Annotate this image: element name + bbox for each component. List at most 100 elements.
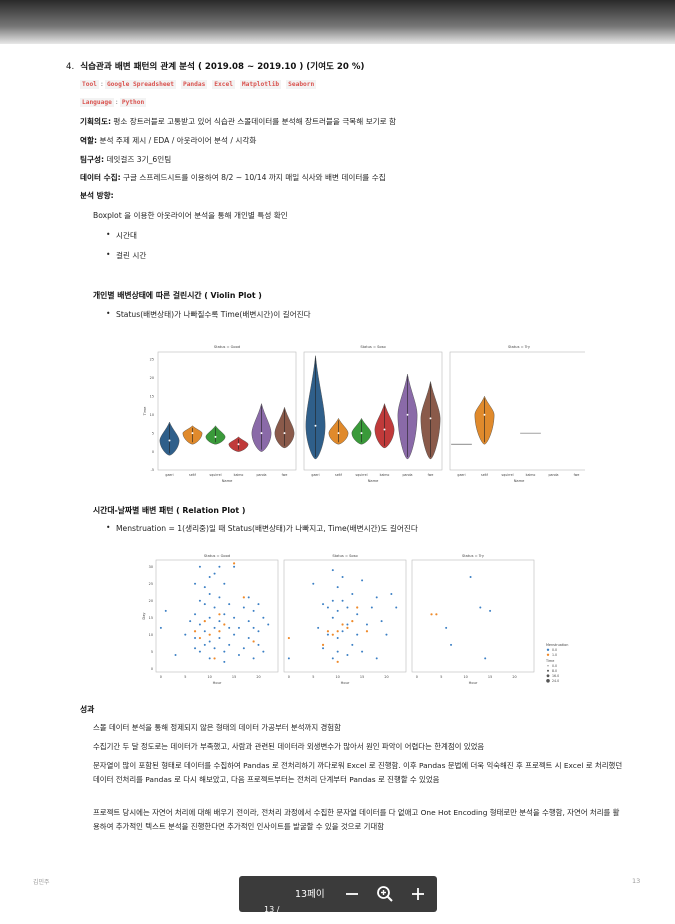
tool-tag: Excel: [212, 80, 235, 89]
scatter-point-menstruation-0: [331, 657, 334, 660]
scatter-legend-label: 24.0: [552, 679, 559, 683]
scatter-legend-title: Menstruation: [546, 643, 568, 647]
scatter-point-menstruation-1: [331, 633, 334, 636]
violin-x-tick: kaimo: [234, 473, 244, 477]
scatter-point-menstruation-0: [356, 633, 359, 636]
results-paragraph: 프로젝트 당시에는 자연어 처리에 대해 배우기 전이라, 전처리 과정에서 수…: [93, 808, 620, 831]
scatter-point-menstruation-0: [361, 650, 364, 653]
field-direction: 분석 방향:: [80, 191, 114, 200]
scatter-x-tick: 10: [336, 675, 340, 679]
scatter-point-menstruation-1: [218, 630, 221, 633]
scatter-x-tick: 20: [256, 675, 260, 679]
scatter-point-menstruation-1: [326, 630, 330, 633]
scatter-point-menstruation-1: [430, 613, 433, 616]
scatter-x-tick: 15: [488, 675, 492, 679]
scatter-point-menstruation-0: [203, 643, 206, 646]
scatter-point-menstruation-0: [218, 596, 221, 599]
scatter-point-menstruation-1: [351, 619, 354, 623]
relation-section-bullet: Menstruation = 1(생리중)일 때 Status(배변상태)가 나…: [106, 523, 418, 534]
violin-median-point: [360, 432, 363, 435]
direction-text: Boxplot 을 이용한 아웃라이어 분석을 통해 개인별 특성 확인: [93, 211, 288, 220]
scatter-panel-title: Status = Soso: [332, 554, 357, 558]
violin-y-tick: 25: [150, 358, 154, 362]
violin-median-point: [483, 413, 486, 416]
scatter-point-menstruation-0: [346, 606, 349, 609]
violin-x-tick: fwe: [428, 473, 434, 477]
scatter-point-menstruation-0: [336, 609, 339, 612]
violin-median-point: [337, 432, 340, 435]
tool-line: Tool : Google Spreadsheet Pandas Excel M…: [80, 80, 317, 89]
violin-median-point: [168, 439, 171, 442]
violin-x-tick: gaeri: [457, 473, 465, 477]
scatter-point-menstruation-0: [198, 650, 201, 653]
scatter-point-menstruation-0: [203, 586, 206, 589]
scatter-point-menstruation-0: [267, 623, 270, 626]
scatter-point-menstruation-0: [287, 657, 290, 660]
scatter-point-menstruation-0: [228, 603, 231, 606]
field-role: 역할: 분석 주제 제시 / EDA / 아웃라이어 분석 / 시각화: [80, 136, 257, 145]
tool-tag: Google Spreadsheet: [104, 80, 176, 89]
violin-median-point: [260, 432, 263, 435]
scatter-point-menstruation-0: [247, 620, 250, 623]
scatter-legend-label: 0.0: [552, 648, 557, 652]
violin-median-point: [429, 417, 432, 420]
violin-x-tick: seltf: [481, 473, 489, 477]
tool-tag: Seaborn: [286, 80, 317, 89]
scatter-point-menstruation-0: [218, 637, 221, 640]
scatter-point-menstruation-0: [228, 643, 231, 646]
scatter-point-menstruation-0: [484, 657, 487, 660]
scatter-legend-label: 16.0: [552, 674, 559, 678]
relation-section-title: 시간대-날짜별 배변 패턴 ( Relation Plot ): [93, 506, 246, 515]
scatter-point-menstruation-1: [218, 613, 221, 616]
zoom-out-button[interactable]: [342, 884, 362, 904]
violin-x-tick: squirrel: [356, 473, 368, 477]
scatter-point-menstruation-0: [164, 609, 167, 612]
violin-y-tick: 15: [150, 394, 154, 398]
violin-x-tick: panda: [549, 473, 559, 477]
page-indicator[interactable]: 13페이: [295, 889, 325, 900]
field-purpose: 기획의도: 평소 장트러블로 고통받고 있어 식습관 스몰데이터를 분석해 장트…: [80, 117, 397, 126]
scatter-legend-size-marker: [547, 665, 549, 667]
scatter-point-menstruation-0: [341, 575, 344, 578]
scatter-point-menstruation-0: [233, 633, 236, 636]
zoom-in-button[interactable]: [408, 884, 428, 904]
violin-y-tick: 5: [152, 431, 154, 435]
direction-bullet: 시간대: [106, 230, 137, 241]
scatter-point-menstruation-0: [198, 599, 201, 602]
violin-x-tick: seltf: [189, 473, 197, 477]
scatter-x-tick: 0: [288, 675, 290, 679]
violin-x-tick: panda: [257, 473, 267, 477]
scatter-point-menstruation-0: [203, 603, 206, 606]
scatter-panel-title: Status = Good: [204, 554, 230, 558]
scatter-point-menstruation-0: [341, 630, 344, 633]
direction-bullet: 걸린 시간: [106, 250, 146, 261]
scatter-point-menstruation-1: [223, 623, 226, 626]
scatter-point-menstruation-0: [228, 626, 231, 629]
violin-median-point: [237, 443, 240, 446]
results-paragraph: 수집기간 두 달 정도로는 데이터가 부족했고, 사람과 관련된 데이터라 외생…: [93, 742, 485, 751]
scatter-point-menstruation-0: [174, 654, 177, 657]
scatter-point-menstruation-1: [435, 613, 438, 616]
scatter-point-menstruation-0: [247, 637, 250, 640]
scatter-point-menstruation-0: [194, 613, 197, 616]
scatter-point-menstruation-0: [317, 626, 320, 629]
scatter-point-menstruation-0: [445, 626, 448, 629]
scatter-point-menstruation-1: [356, 606, 359, 609]
language-tag: Python: [119, 98, 147, 107]
scatter-point-menstruation-0: [351, 643, 354, 646]
scatter-point-menstruation-0: [322, 603, 325, 606]
violin-panel-title: Status = Good: [214, 345, 240, 349]
scatter-point-menstruation-1: [346, 626, 349, 629]
scatter-y-tick: 10: [149, 633, 153, 637]
scatter-legend-marker: [546, 653, 550, 656]
field-team: 팀구성: 데잇걸즈 3기_6인팀: [80, 155, 172, 164]
violin-median-point: [314, 424, 317, 427]
scatter-point-menstruation-1: [336, 630, 339, 633]
zoom-fit-button[interactable]: [375, 884, 395, 904]
scatter-point-menstruation-0: [159, 626, 162, 629]
scatter-point-menstruation-0: [194, 582, 197, 585]
scatter-point-menstruation-0: [336, 650, 339, 653]
violin-median-point: [214, 435, 217, 438]
scatter-point-menstruation-0: [208, 640, 211, 643]
scatter-y-tick: 5: [151, 650, 153, 654]
